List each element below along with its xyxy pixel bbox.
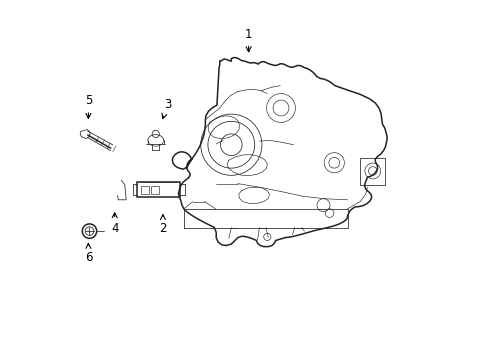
Text: 3: 3 <box>162 98 171 118</box>
Text: 6: 6 <box>85 243 92 264</box>
Bar <box>360 158 385 185</box>
Text: 5: 5 <box>85 94 92 118</box>
Text: 4: 4 <box>111 213 119 235</box>
Bar <box>137 182 180 197</box>
Bar <box>141 186 148 194</box>
Bar <box>151 186 159 194</box>
Text: 1: 1 <box>245 28 252 52</box>
Text: 2: 2 <box>159 215 167 235</box>
